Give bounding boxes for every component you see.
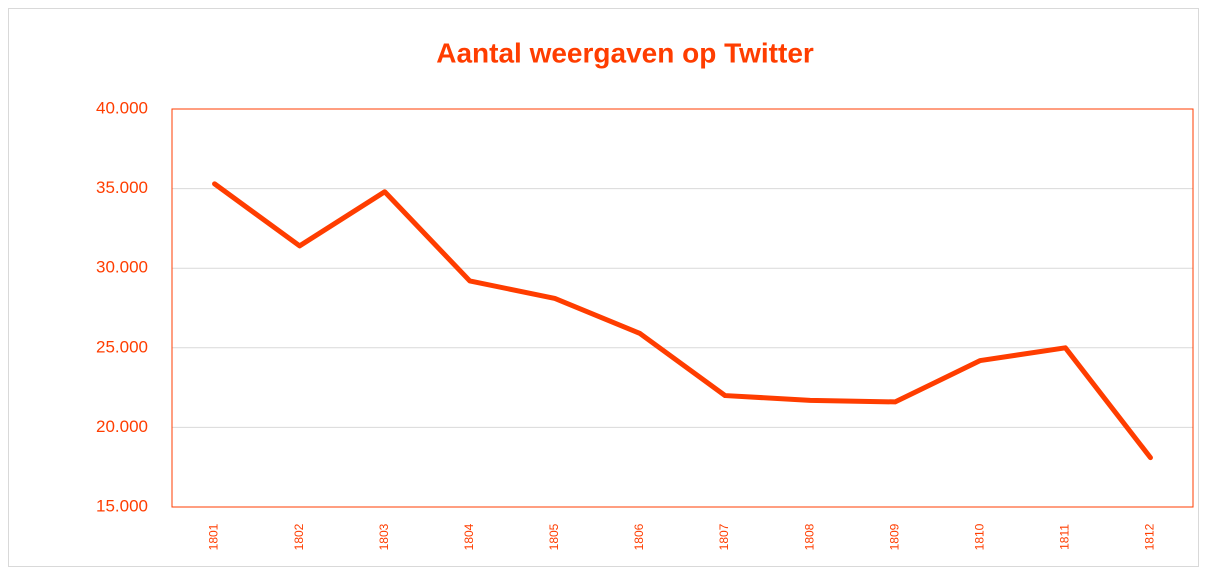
line [212, 181, 1153, 461]
x-tick-label: 1801 [207, 523, 221, 550]
y-tick-label: 25.000 [96, 337, 148, 356]
y-tick-label: 30.000 [96, 258, 148, 277]
x-tick-label: 1803 [377, 523, 391, 550]
x-tick-label: 1804 [462, 523, 476, 550]
x-tick-label: 1807 [717, 523, 731, 550]
x-tick-label: 1805 [547, 523, 561, 550]
x-tick-label: 1802 [292, 523, 306, 550]
y-tick-label: 35.000 [96, 178, 148, 197]
chart-title: Aantal weergaven op Twitter [436, 37, 814, 68]
x-tick-label: 1808 [802, 523, 816, 550]
x-tick-label: 1806 [632, 523, 646, 550]
y-tick-label: 40.000 [96, 98, 148, 117]
y-tick-label: 15.000 [96, 496, 148, 515]
chart-frame [8, 8, 1199, 567]
x-tick-label: 1811 [1058, 524, 1072, 550]
x-tick-label: 1810 [972, 523, 986, 550]
y-tick-label: 20.000 [96, 417, 148, 436]
plot-border [171, 108, 1194, 508]
x-tick-label: 1812 [1143, 523, 1157, 550]
x-tick-label: 1809 [887, 523, 901, 550]
